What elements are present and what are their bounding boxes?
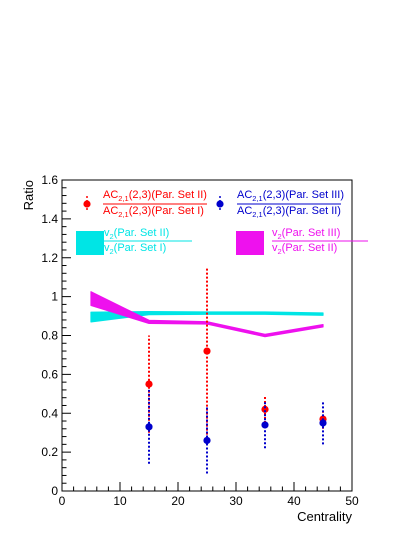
blue-data-point (145, 423, 153, 431)
legend-den-sub: 2 (110, 247, 114, 256)
y-tick-label: 0.2 (41, 445, 58, 459)
blue-data-point (261, 421, 269, 429)
legend-num-post: (2,3)(Par. Set III) (263, 189, 344, 201)
legend-den-pre: AC (103, 205, 118, 217)
y-tick-label: 0.4 (41, 406, 58, 420)
y-tick-label: 0 (51, 484, 58, 498)
red-data-point (261, 405, 269, 413)
legend-denominator: v2(Par. Set I) (104, 242, 166, 256)
legend-num-sub: 2 (278, 232, 282, 241)
legend-point-marker (83, 200, 91, 208)
legend-entry-red: AC2,1(2,3)(Par. Set II)AC2,1(2,3)(Par. S… (83, 189, 207, 219)
legend-band-swatch (236, 231, 264, 255)
blue-data-point (203, 436, 211, 445)
axis-ticks: 0 10 20 30 40 50 0 0.2 0.4 0.6 0.8 1 1.2 1.4 1.6 (41, 173, 359, 508)
legend-num-sub: 2,1 (252, 194, 262, 203)
x-tick-label: 10 (113, 494, 127, 508)
y-axis-title: Ratio (21, 180, 36, 210)
legend-den-sub: 2,1 (118, 210, 128, 219)
legend-num-pre: v (104, 227, 110, 239)
y-tick-label: 1.6 (41, 173, 58, 187)
legend-numerator: AC2,1(2,3)(Par. Set II) (103, 189, 207, 203)
legend-numerator: v2(Par. Set II) (104, 227, 169, 241)
legend-den-post: (2,3)(Par. Set I) (129, 205, 204, 217)
legend-band-swatch (76, 231, 104, 255)
legend-num-post: (2,3)(Par. Set II) (129, 189, 207, 201)
legend-denominator: AC2,1(2,3)(Par. Set I) (103, 205, 204, 219)
legend-den-pre: v (104, 242, 110, 254)
legend-den-sub: 2,1 (252, 210, 262, 219)
y-tick-label: 1.4 (41, 212, 58, 226)
legend-den-pre: v (272, 242, 278, 254)
legend-num-pre: AC (237, 189, 252, 201)
legend-entry-cyan: v2(Par. Set II)v2(Par. Set I) (76, 227, 192, 256)
blue-data-point (319, 419, 327, 427)
x-tick-label: 0 (59, 494, 66, 508)
y-tick-label: 0.8 (41, 329, 58, 343)
y-tick-label: 1 (51, 290, 58, 304)
x-axis-title: Centrality (297, 509, 352, 524)
legend-denominator: AC2,1(2,3)(Par. Set II) (237, 205, 341, 219)
legend-point-marker (216, 200, 224, 208)
legend-entry-blue: AC2,1(2,3)(Par. Set III)AC2,1(2,3)(Par. … (216, 189, 344, 219)
red-data-point (203, 347, 211, 355)
data-layer (90, 267, 327, 474)
x-tick-label: 20 (171, 494, 185, 508)
legend-den-post: (Par. Set II) (282, 242, 338, 254)
legend-num-pre: AC (103, 189, 118, 201)
y-tick-label: 1.2 (41, 251, 58, 265)
legend-num-post: (Par. Set II) (114, 227, 170, 239)
x-tick-label: 50 (345, 494, 359, 508)
y-tick-label: 0.6 (41, 367, 58, 381)
legend-entry-magenta: v2(Par. Set III)v2(Par. Set II) (236, 227, 368, 256)
legend-den-sub: 2 (278, 247, 282, 256)
legend-numerator: AC2,1(2,3)(Par. Set III) (237, 189, 344, 203)
legend-num-pre: v (272, 227, 278, 239)
legend-numerator: v2(Par. Set III) (272, 227, 340, 241)
legend-den-post: (2,3)(Par. Set II) (263, 205, 341, 217)
legend-den-post: (Par. Set I) (114, 242, 167, 254)
legend: AC2,1(2,3)(Par. Set II)AC2,1(2,3)(Par. S… (76, 189, 368, 256)
legend-denominator: v2(Par. Set II) (272, 242, 337, 256)
legend-num-sub: 2,1 (118, 194, 128, 203)
legend-den-pre: AC (237, 205, 252, 217)
x-tick-label: 30 (229, 494, 243, 508)
legend-num-sub: 2 (110, 232, 114, 241)
red-data-point (145, 380, 153, 388)
legend-num-post: (Par. Set III) (282, 227, 341, 239)
x-tick-label: 40 (287, 494, 301, 508)
magenta-ratio-band (90, 291, 324, 338)
